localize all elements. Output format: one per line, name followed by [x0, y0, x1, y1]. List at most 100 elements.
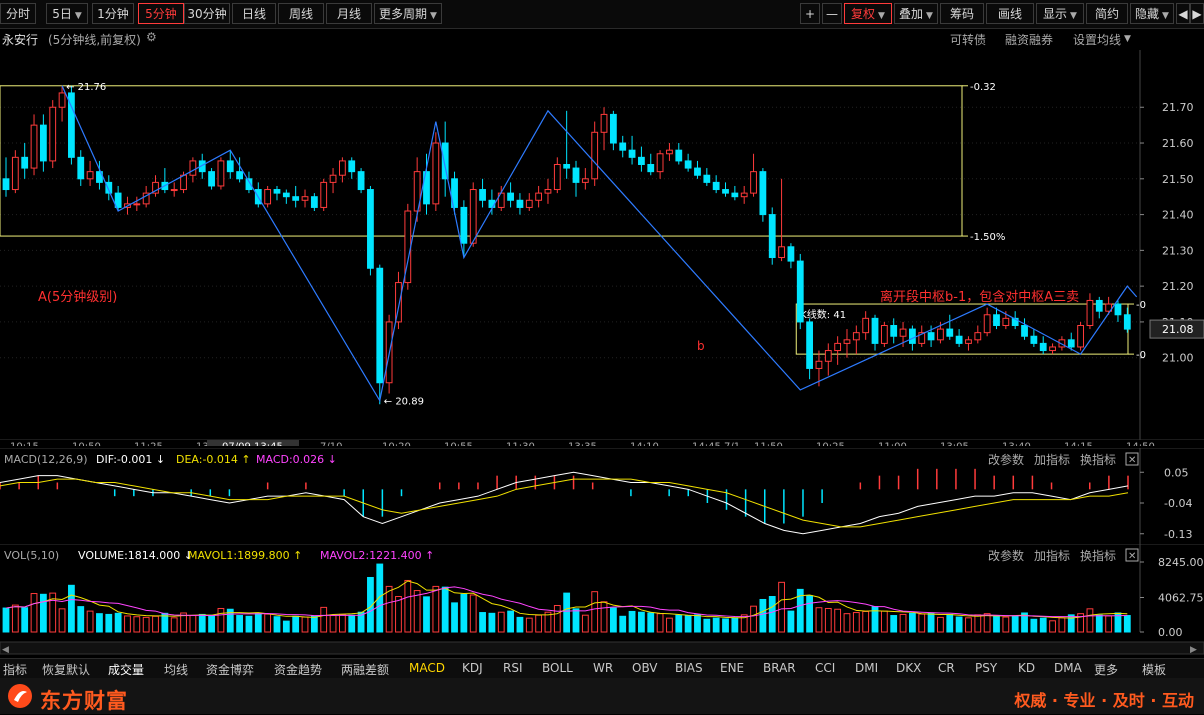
candle [1086, 293, 1094, 330]
indicator-tab-5[interactable]: 资金趋势 [274, 663, 323, 677]
candle-body [460, 206, 468, 244]
toolbar-button-0[interactable]: 分时 [0, 3, 36, 24]
candle-body [1077, 325, 1084, 348]
time-tick-label: 14:10 [630, 441, 659, 446]
indicator-tab-12[interactable]: OBV [632, 661, 658, 675]
candle-body [544, 189, 552, 194]
chevron-down-icon[interactable]: ▼ [1124, 34, 1131, 44]
toolbar-button-9[interactable]: + [800, 3, 820, 24]
high-price-label: ← 21.76 [66, 82, 106, 93]
volume-bar [404, 579, 412, 633]
indicator-tab-22[interactable]: DMA [1054, 661, 1082, 675]
volume-bar [1095, 614, 1103, 633]
toolbar-button-1[interactable]: 5日 ▼ [46, 3, 88, 24]
toolbar-button-2[interactable]: 1分钟 [92, 3, 134, 24]
indicator-tab-0[interactable]: 指标 [3, 663, 28, 677]
toolbar-button-16[interactable]: 简约 [1086, 3, 1128, 24]
indicator-tab-1[interactable]: 恢复默认 [42, 663, 91, 677]
convertible-bond-link[interactable]: 可转债 [950, 33, 987, 47]
indicator-tab-16[interactable]: CCI [815, 661, 836, 675]
volume-bar [563, 592, 571, 633]
toolbar-button-10[interactable]: — [822, 3, 842, 24]
indicator-tab-14[interactable]: ENE [720, 661, 745, 675]
volume-bar [30, 593, 38, 633]
macd-panel[interactable]: MACD(12,26,9) DIF:-0.001 ↓ DEA:-0.014 ↑ MAC… [0, 448, 1204, 546]
candle [1058, 336, 1066, 351]
indicator-tab-3[interactable]: 均线 [164, 663, 189, 677]
toolbar-button-18[interactable]: ◀ [1176, 3, 1190, 24]
toolbar-button-4[interactable]: 30分钟 [184, 3, 230, 24]
candle [553, 157, 561, 194]
volume-bar [301, 616, 309, 633]
candle [1095, 296, 1103, 319]
footer-bar: 东方财富 权威 · 专业 · 及时 · 互动 [0, 678, 1204, 714]
toolbar-button-7[interactable]: 月线 [326, 3, 372, 24]
indicator-tab-8[interactable]: KDJ [462, 661, 483, 675]
volume-bar [1021, 612, 1028, 633]
volume-bar [880, 610, 888, 633]
indicator-tab-7[interactable]: MACD [409, 661, 445, 675]
candle-body [666, 149, 673, 155]
candle-body [282, 192, 290, 198]
volume-panel[interactable]: VOL(5,10) VOLUME:1814.000 ↓MAVOL1:1899.80… [0, 544, 1204, 658]
indicator-tab-15[interactable]: BRAR [763, 661, 796, 675]
indicator-tab-20[interactable]: PSY [975, 661, 998, 675]
toolbar-button-11[interactable]: 复权 ▼ [844, 3, 892, 24]
candle [834, 336, 842, 365]
candle-body [451, 178, 458, 208]
toolbar-button-12[interactable]: 叠加 ▼ [894, 3, 938, 24]
candle-body [890, 325, 898, 337]
indicator-tab-17[interactable]: DMI [855, 661, 879, 675]
indicator-tab-18[interactable]: DKX [896, 661, 922, 675]
indicator-tab-4[interactable]: 资金博弈 [206, 663, 255, 677]
toolbar-button-label: 简约 [1094, 7, 1119, 21]
volume-bar [226, 608, 234, 633]
indicator-tab-13[interactable]: BIAS [675, 661, 703, 675]
toolbar-button-15[interactable]: 显示 ▼ [1036, 3, 1084, 24]
gear-icon[interactable]: ⚙ [146, 30, 157, 44]
toolbar-button-6[interactable]: 周线 [278, 3, 324, 24]
time-tick-label: 13:40 [1002, 441, 1031, 446]
indicator-tab-23[interactable]: 更多 [1094, 663, 1119, 677]
vol-link-1: 加指标 [1034, 548, 1070, 563]
ma-settings-link[interactable]: 设置均线 [1073, 33, 1122, 47]
candle-body [208, 171, 215, 187]
candle [479, 178, 486, 208]
indicator-tab-24[interactable]: 模板 [1142, 663, 1167, 677]
indicator-tab-10[interactable]: BOLL [542, 661, 573, 675]
candle [1011, 311, 1019, 330]
toolbar-button-19[interactable]: ▶ [1190, 3, 1204, 24]
candle [310, 193, 318, 212]
candle-body [908, 328, 916, 344]
candle-body [226, 160, 234, 173]
volume-bar [245, 615, 253, 633]
macd-header-1: DIF:-0.001 ↓ [96, 453, 165, 466]
toolbar-button-3[interactable]: 5分钟 [138, 3, 184, 24]
volume-bar [759, 598, 767, 633]
candle-body [525, 199, 533, 208]
indicator-tab-11[interactable]: WR [593, 661, 614, 675]
margin-trading-link[interactable]: 融资融券 [1005, 33, 1054, 47]
toolbar-button-13[interactable]: 筹码 [940, 3, 984, 24]
volume-bar [86, 610, 94, 633]
toolbar-button-8[interactable]: 更多周期 ▼ [374, 3, 442, 24]
candle-body [535, 192, 543, 201]
indicator-tab-2[interactable]: 成交量 [108, 663, 145, 677]
candle [68, 85, 75, 165]
candle-body [815, 360, 823, 369]
candle [1105, 296, 1113, 315]
volume-bar [441, 586, 449, 633]
volume-bar [937, 616, 944, 633]
toolbar-button-5[interactable]: 日线 [232, 3, 276, 24]
toolbar-button-14[interactable]: 画线 [986, 3, 1034, 24]
candlestick-chart[interactable]: 21.7021.6021.5021.4021.3021.2021.1021.00… [0, 50, 1204, 446]
indicator-tab-19[interactable]: CR [938, 661, 955, 675]
candle [946, 314, 954, 340]
candle-body [871, 317, 879, 344]
indicator-tab-9[interactable]: RSI [503, 661, 523, 675]
toolbar-button-17[interactable]: 隐藏 ▼ [1130, 3, 1174, 24]
indicator-tab-6[interactable]: 两融差额 [341, 663, 390, 677]
candle [469, 182, 477, 247]
candle-body [993, 314, 1000, 327]
indicator-tab-21[interactable]: KD [1018, 661, 1036, 675]
